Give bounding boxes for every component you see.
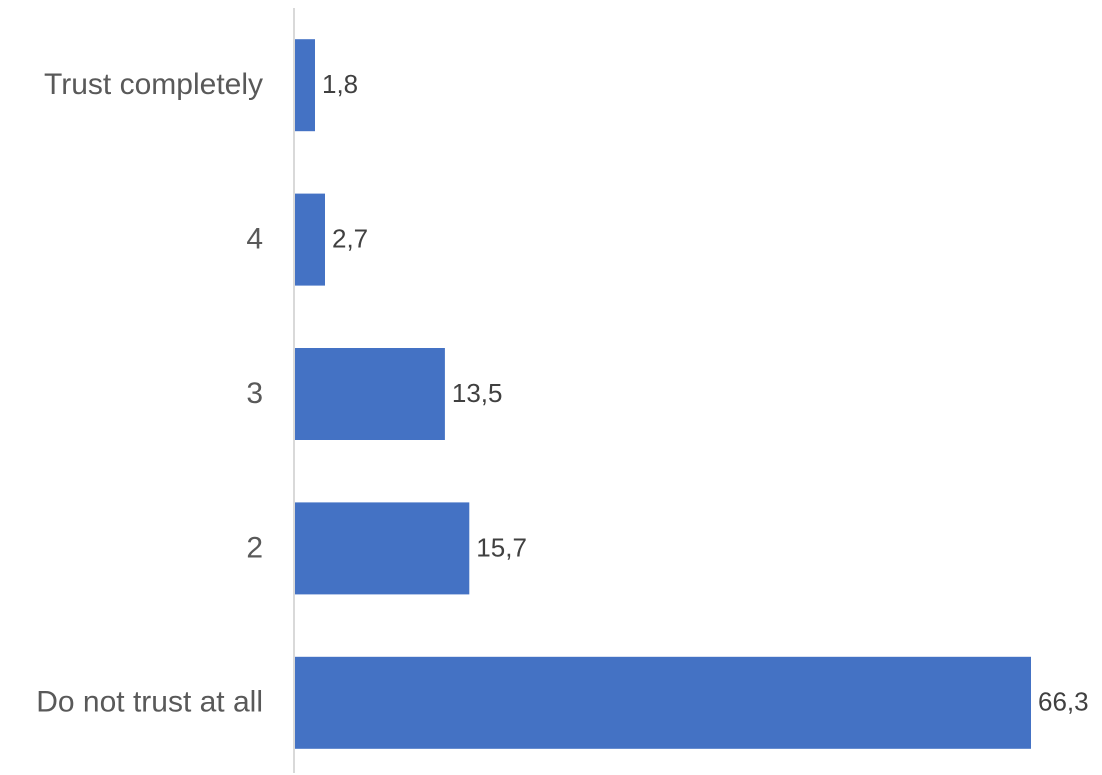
bar-0: [295, 39, 315, 132]
category-label-1: 4: [246, 223, 263, 256]
category-label-0: Trust completely: [44, 68, 263, 101]
data-label-3: 15,7: [476, 532, 527, 562]
data-label-4: 66,3: [1038, 687, 1089, 717]
data-label-2: 13,5: [452, 378, 503, 408]
bars-layer: [295, 39, 1031, 749]
bar-2: [295, 348, 445, 440]
data-label-1: 2,7: [332, 223, 368, 253]
bar-3: [295, 502, 470, 595]
bar-1: [295, 193, 325, 286]
data-label-0: 1,8: [322, 69, 358, 99]
category-label-2: 3: [246, 377, 263, 410]
bar-4: [295, 656, 1031, 749]
labels-layer: Trust completely 1,8 4 2,7 3 13,5 2 15,7 Do not …: [36, 68, 1088, 719]
category-label-4: Do not trust at all: [36, 686, 263, 719]
category-label-3: 2: [246, 531, 263, 564]
